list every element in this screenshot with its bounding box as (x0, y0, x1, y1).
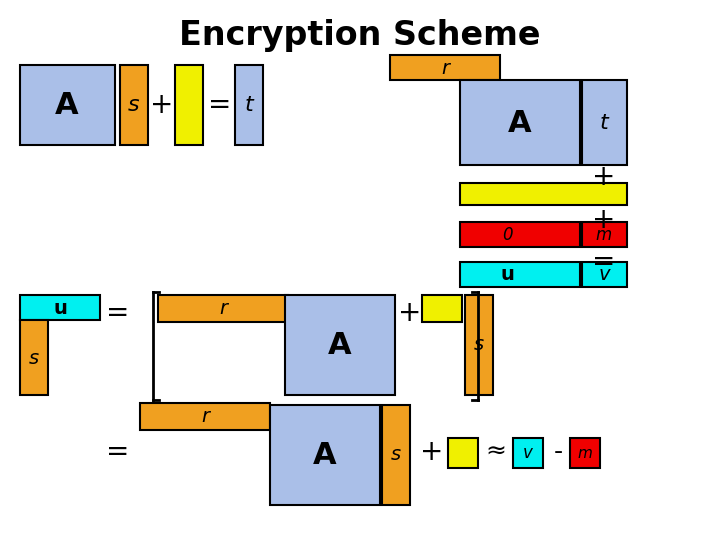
Bar (270, 405, 380, 505)
Bar (235, 65, 263, 145)
Bar (460, 80, 580, 165)
Text: s: s (29, 348, 39, 368)
Text: v: v (523, 444, 533, 462)
Bar (390, 55, 500, 80)
Text: r: r (219, 300, 227, 319)
Text: s: s (474, 335, 484, 354)
Text: =: = (593, 248, 616, 276)
Bar (513, 438, 543, 468)
Text: u: u (53, 299, 67, 318)
Text: =: = (208, 91, 232, 119)
Text: s: s (391, 446, 401, 464)
Bar (582, 262, 627, 287)
Text: +: + (398, 299, 422, 327)
Text: -: - (554, 440, 562, 464)
Text: m: m (577, 446, 593, 461)
Text: A: A (313, 441, 337, 469)
Text: +: + (150, 91, 174, 119)
Bar (465, 295, 493, 395)
Bar (460, 222, 580, 247)
Text: m: m (596, 226, 612, 244)
Text: A: A (508, 109, 532, 138)
Bar (20, 65, 115, 145)
Bar (460, 183, 627, 205)
Bar (20, 320, 48, 395)
Bar (120, 65, 148, 145)
Text: 0: 0 (502, 226, 513, 244)
Bar (570, 438, 600, 468)
Text: A: A (55, 91, 78, 119)
Bar (158, 295, 288, 322)
Text: A: A (328, 330, 352, 360)
Bar (382, 405, 410, 505)
Bar (175, 65, 203, 145)
Bar (582, 80, 627, 165)
Bar (140, 403, 270, 430)
Text: Encryption Scheme: Encryption Scheme (179, 18, 541, 51)
Text: +: + (420, 438, 444, 466)
Text: +: + (593, 163, 616, 191)
Bar (460, 262, 580, 287)
Text: +: + (593, 206, 616, 234)
Text: v: v (598, 266, 610, 285)
Text: t: t (600, 113, 608, 133)
Text: u: u (500, 266, 514, 285)
Text: t: t (245, 95, 253, 115)
Text: s: s (128, 95, 140, 115)
Bar (285, 295, 395, 395)
Text: r: r (201, 408, 209, 427)
Bar (20, 295, 100, 320)
Text: ≈: ≈ (485, 440, 506, 464)
Text: =: = (107, 299, 130, 327)
Text: r: r (441, 58, 449, 78)
Bar (582, 222, 627, 247)
Text: =: = (107, 438, 130, 466)
Bar (448, 438, 478, 468)
Bar (422, 295, 462, 322)
